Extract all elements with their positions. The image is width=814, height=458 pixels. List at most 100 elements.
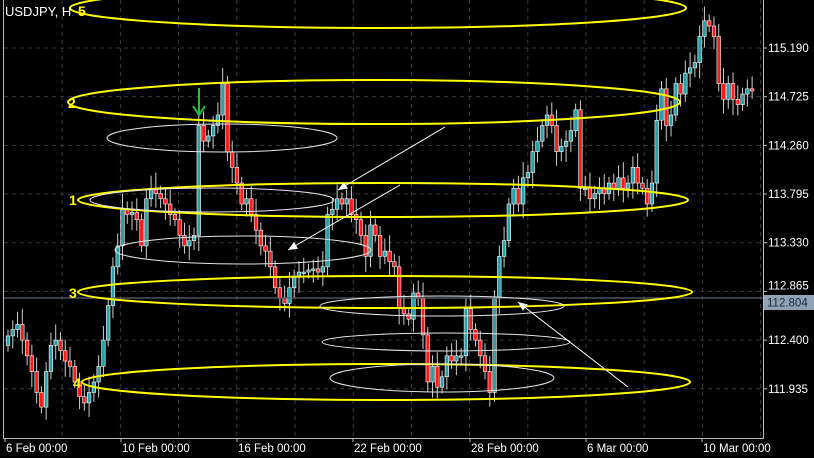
zone-ellipse[interactable] — [89, 187, 335, 213]
candle-bear — [611, 182, 616, 189]
candle-bear — [72, 365, 77, 383]
x-tick-label: 6 Feb 00:00 — [6, 443, 67, 455]
candle-bull — [101, 339, 106, 367]
candle-bull — [287, 287, 292, 304]
level-label: 5 — [78, 3, 86, 19]
candle-bull — [501, 240, 507, 257]
candle-bear — [425, 334, 430, 383]
candle-bull — [568, 130, 573, 142]
level-ellipse[interactable] — [77, 275, 693, 309]
arrow-line[interactable] — [337, 126, 446, 191]
candle-bull — [697, 36, 702, 63]
arrow-line[interactable] — [287, 184, 401, 251]
candle-bear — [225, 83, 230, 152]
candle-bear — [578, 109, 583, 189]
candle-bull — [5, 335, 11, 346]
y-tick-label: 114.260 — [768, 140, 809, 152]
candle-bear — [401, 308, 407, 315]
candle-bear — [750, 88, 755, 92]
candle-bear — [249, 198, 254, 215]
zone-ellipse[interactable] — [106, 123, 338, 153]
candles — [5, 6, 755, 420]
candle-bear — [134, 212, 139, 221]
candle-bull — [244, 198, 249, 205]
y-tick-label: 115.190 — [768, 43, 809, 55]
candle-bull — [211, 125, 216, 137]
candle-bull — [311, 268, 316, 271]
time-axis[interactable]: 6 Feb 00:00 10 Feb 00:00 16 Feb 00:00 22 Fe… — [4, 438, 771, 455]
candle-bear — [621, 177, 626, 189]
candle-bull — [106, 305, 111, 341]
signal-arrow-down-head-icon — [192, 105, 206, 117]
level-ellipse[interactable] — [67, 79, 681, 125]
candle-bull — [220, 83, 225, 116]
candle-bull — [382, 250, 387, 257]
candle-bull — [86, 392, 92, 404]
arrow-head-icon — [338, 181, 348, 190]
price-tag — [764, 295, 814, 310]
candle-bear — [201, 125, 206, 142]
candle-bull — [583, 187, 588, 191]
level-ellipse[interactable] — [69, 0, 687, 29]
price-axis[interactable]: 115.190 114.725 114.260 113.795 113.330 112.8… — [763, 43, 809, 396]
candle-bear — [721, 83, 726, 100]
candle-bear — [678, 83, 683, 95]
candle-bull — [540, 125, 545, 142]
candle-bull — [306, 269, 311, 273]
y-tick-label: 111.935 — [768, 384, 808, 396]
zone-ellipse[interactable] — [329, 363, 555, 393]
candle-bear — [253, 214, 259, 231]
candle-bear — [387, 250, 392, 262]
candle-bear — [63, 350, 68, 362]
level-label: 2 — [68, 95, 76, 111]
candle-bear — [58, 339, 63, 351]
candle-bear — [29, 355, 34, 372]
chart-objects[interactable]: 5 2 1 3 4 — [67, 0, 693, 401]
candle-bull — [96, 365, 101, 383]
candle-bear — [449, 355, 454, 362]
level-label: 1 — [69, 192, 77, 208]
candle-bull — [683, 72, 688, 95]
candle-bull — [44, 371, 49, 408]
candle-bull — [659, 88, 664, 121]
y-tick-label: 114.725 — [768, 92, 809, 104]
x-tick-label: 16 Feb 00:00 — [238, 443, 306, 455]
y-tick-label: 113.330 — [768, 238, 809, 250]
candle-bear — [435, 365, 440, 388]
candle-bull — [740, 93, 745, 105]
chart-frame — [3, 0, 764, 439]
candle-bear — [282, 297, 287, 304]
candle-bull — [325, 214, 330, 268]
candle-bull — [459, 355, 464, 358]
candle-bear — [24, 339, 30, 357]
candle-bull — [335, 198, 340, 210]
candle-bear — [77, 381, 82, 397]
x-tick-label: 6 Mar 00:00 — [587, 443, 648, 455]
zone-ellipse[interactable] — [114, 235, 372, 265]
candle-bull — [573, 109, 578, 132]
candle-bear — [397, 266, 402, 310]
candle-bull — [292, 276, 297, 289]
candle-bull — [525, 172, 531, 179]
level-ellipse[interactable] — [81, 363, 691, 401]
y-tick-label: 112.865 — [768, 280, 809, 292]
candle-bear — [735, 99, 740, 105]
candle-bull — [492, 297, 497, 393]
candle-bear — [34, 371, 39, 393]
candle-bear — [182, 235, 187, 247]
candle-bull — [726, 83, 731, 100]
candle-bear — [468, 308, 473, 330]
level-ellipse[interactable] — [77, 182, 689, 218]
candle-bull — [301, 271, 306, 274]
candle-bear — [158, 193, 163, 200]
candle-bull — [120, 208, 125, 247]
candle-bear — [358, 219, 364, 236]
zone-ellipse[interactable] — [321, 332, 571, 352]
candle-bull — [559, 146, 564, 152]
candle-bear — [239, 182, 244, 205]
candle-bear — [263, 245, 268, 252]
arrow-line[interactable] — [517, 301, 629, 388]
zone-ellipse[interactable] — [319, 295, 565, 317]
candle-bear — [234, 167, 240, 184]
